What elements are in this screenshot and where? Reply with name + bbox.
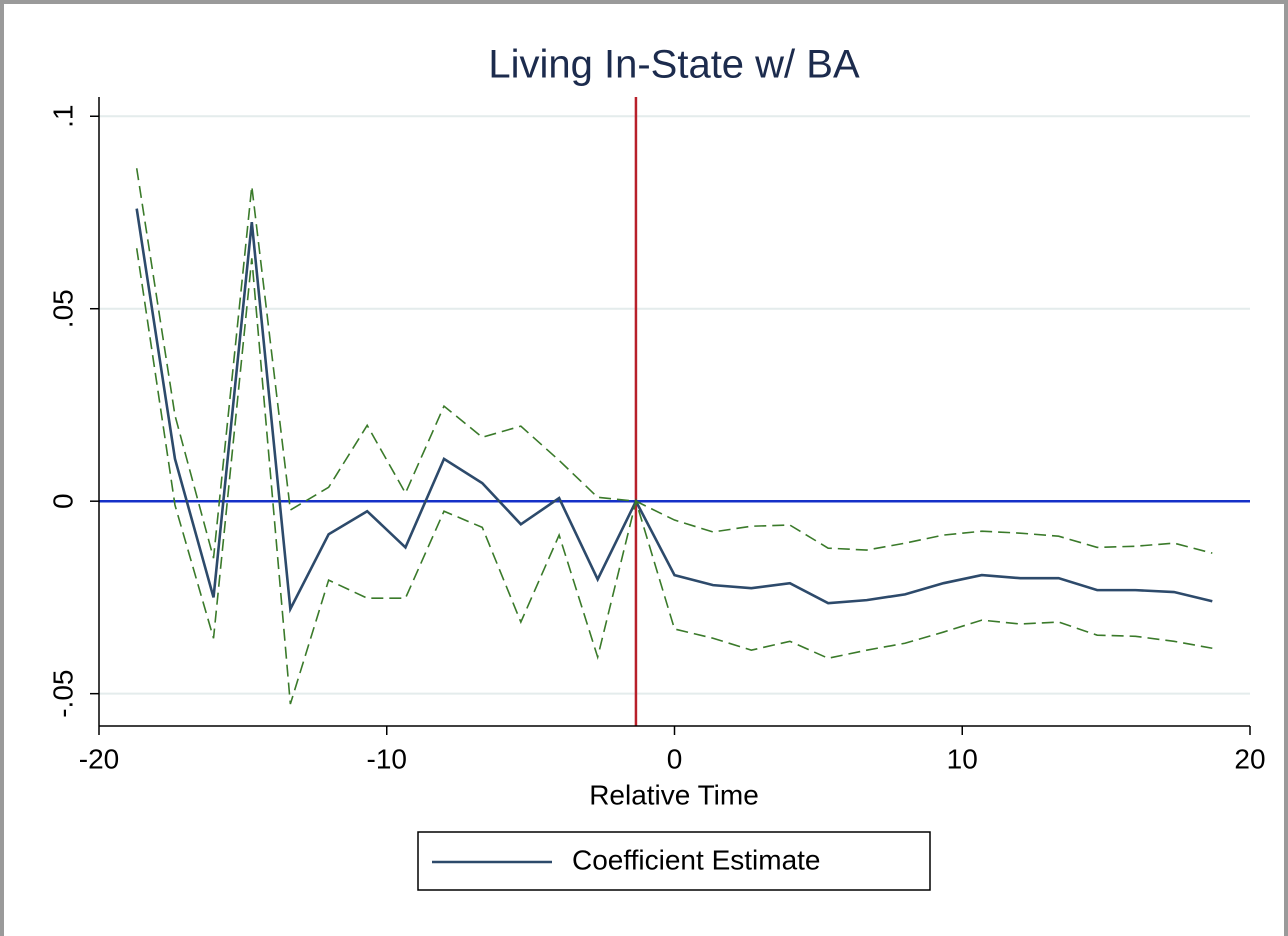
x-tick-label: 0: [667, 743, 683, 774]
y-tick-label: .05: [47, 289, 78, 328]
confidence-line: [135, 168, 1213, 559]
x-tick-label: -20: [79, 743, 119, 774]
background: [4, 4, 1284, 936]
x-tick-label: -10: [367, 743, 407, 774]
chart-title: Living In-State w/ BA: [488, 43, 860, 87]
y-tick-label: .1: [47, 105, 78, 128]
y-tick-label: -.05: [47, 670, 78, 718]
x-tick-label: 10: [947, 743, 978, 774]
y-tick-label: 0: [47, 493, 78, 509]
x-axis-label: Relative Time: [589, 779, 759, 810]
confidence-line: [135, 248, 1213, 705]
x-tick-label: 20: [1234, 743, 1265, 774]
data-line: [135, 208, 1213, 614]
legend-label: Coefficient Estimate: [572, 844, 821, 875]
